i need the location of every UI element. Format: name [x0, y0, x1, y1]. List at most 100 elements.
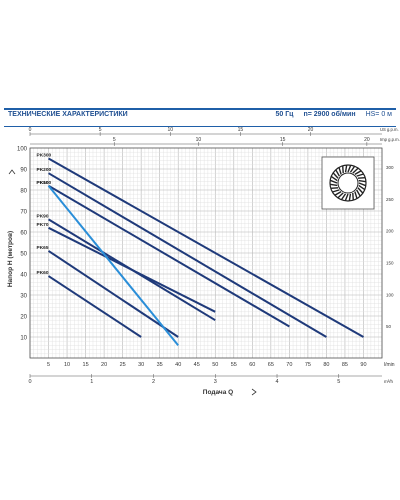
impeller-vane	[355, 189, 361, 197]
impeller-vane	[344, 164, 348, 173]
impeller-vane	[332, 189, 340, 193]
x-tick-label: 75	[305, 362, 311, 368]
impeller-vane	[329, 183, 338, 187]
x-tick-label: 5	[47, 362, 50, 368]
impeller-vane	[332, 172, 339, 179]
m3h-tick-label: 5	[337, 379, 340, 385]
imp-tick-label: 20	[364, 137, 370, 143]
impeller-vane	[347, 164, 352, 173]
series-line-pk70	[48, 226, 216, 313]
series-label-pk70: PK70	[37, 222, 49, 228]
impeller-hub	[337, 172, 359, 194]
x-tick-label: 30	[138, 362, 144, 368]
impeller-vane	[354, 191, 358, 199]
impeller-vane	[344, 193, 349, 202]
series-label-pk100: PK100	[37, 180, 52, 186]
right-tick-label: 150	[386, 261, 394, 266]
m3h-tick-label: 4	[275, 379, 278, 385]
series-label-pk60: PK60	[37, 270, 49, 276]
impeller-vane	[352, 192, 354, 201]
impeller-vane	[358, 184, 366, 191]
imp-unit-label: Imp g.p.m.	[380, 137, 400, 142]
series-line-pk60	[47, 275, 142, 338]
hs-text: HS= 0 м	[365, 111, 392, 118]
x-tick-label: 55	[231, 362, 237, 368]
impeller-vane	[358, 182, 367, 187]
y-tick-label: 20	[20, 315, 27, 321]
x-tick-label: 90	[360, 362, 366, 368]
series-label-pk90: PK90	[37, 213, 49, 219]
x-tick-label: 65	[268, 362, 274, 368]
m3h-unit-label: m³/h	[384, 379, 393, 384]
us-tick-label: 15	[238, 127, 244, 133]
impeller-vane	[330, 187, 339, 189]
series-label-pk200: PK200	[37, 167, 52, 173]
series-line-pk200	[48, 172, 327, 338]
x-tick-label: 80	[323, 362, 329, 368]
us-tick-label: 0	[29, 127, 32, 133]
series-label-pk300: PK300	[37, 153, 52, 159]
imp-tick-label: 5	[113, 137, 116, 143]
impeller-vane	[357, 177, 366, 179]
x-tick-label: 20	[101, 362, 107, 368]
imp-tick-label: 10	[196, 137, 202, 143]
series-label-pk50: PK50	[37, 180, 49, 186]
y-tick-label: 10	[20, 336, 27, 342]
right-tick-label: 250	[386, 197, 394, 202]
x-axis-label: Подача Q	[203, 389, 233, 396]
impeller-vane	[338, 167, 342, 175]
imp-tick-label: 15	[280, 137, 286, 143]
y-axis-arrow	[8, 169, 16, 175]
us-unit-label: US g.p.m.	[380, 127, 399, 132]
impeller-vane	[348, 193, 352, 202]
y-tick-label: 40	[20, 273, 27, 279]
x-axis-arrow	[251, 388, 257, 396]
impeller-vane	[349, 165, 356, 173]
x-tick-label: 10	[64, 362, 70, 368]
right-tick-label: 200	[386, 229, 394, 234]
x-tick-label: 85	[342, 362, 348, 368]
us-tick-label: 5	[99, 127, 102, 133]
right-tick-label: 300	[386, 165, 394, 170]
us-tick-label: 20	[308, 127, 314, 133]
series-line-pk300	[48, 157, 364, 338]
series-label-pk65: PK65	[37, 245, 49, 251]
impeller-vane	[358, 179, 367, 183]
impeller-vane	[352, 167, 359, 174]
series-lines: PK300 PK200 PK100 PK90 PK70 PK65 PK60 PK50	[37, 153, 364, 347]
x-tick-label: 35	[157, 362, 163, 368]
plot-frame	[29, 147, 383, 359]
impeller-vane	[356, 173, 364, 177]
y-tick-label: 50	[20, 252, 27, 258]
x-tick-label: 40	[175, 362, 181, 368]
y-tick-label: 80	[20, 189, 27, 195]
y-tick-label: 70	[20, 210, 27, 216]
x-tick-label: 25	[120, 362, 126, 368]
series-line-pk65	[47, 250, 179, 338]
m3h-tick-label: 0	[28, 379, 31, 385]
impeller-vane	[335, 169, 341, 177]
y-axis-label: Напор Н (метров)	[7, 231, 14, 287]
x-tick-label: 45	[194, 362, 200, 368]
m3h-tick-label: 2	[152, 379, 155, 385]
y-tick-label: 90	[20, 168, 27, 174]
x-tick-label: 60	[249, 362, 255, 368]
impeller-vane	[329, 179, 338, 184]
speed-text: n= 2900 об/мин	[303, 111, 356, 118]
m3h-tick-label: 3	[214, 379, 217, 385]
freq-text: 50 Гц	[275, 111, 294, 118]
impeller-vane	[330, 175, 338, 182]
header-bar: ТЕХНИЧЕСКИЕ ХАРАКТЕРИСТИКИ 50 Гц n= 2900 …	[4, 108, 396, 127]
m3h-tick-label: 1	[90, 379, 93, 385]
series-line-pk100	[48, 184, 290, 328]
right-tick-label: 100	[386, 292, 394, 297]
header-title: ТЕХНИЧЕСКИЕ ХАРАКТЕРИСТИКИ	[8, 111, 128, 118]
y-tick-label: 60	[20, 231, 27, 237]
x-tick-label: 50	[212, 362, 218, 368]
impeller-vane	[340, 193, 347, 201]
impeller-vane	[334, 190, 342, 196]
impeller-vane	[354, 170, 362, 176]
y-tick-label: 30	[20, 294, 27, 300]
